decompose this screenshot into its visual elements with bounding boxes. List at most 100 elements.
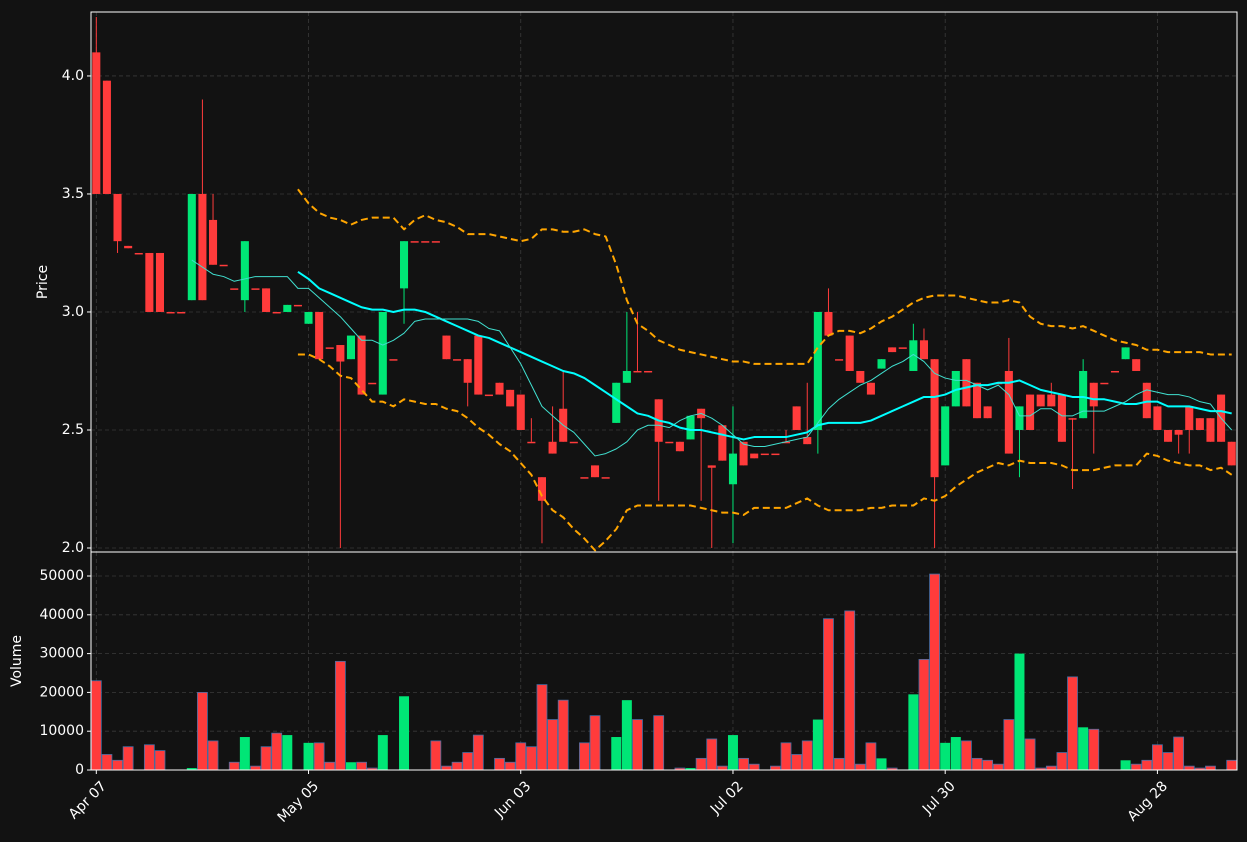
candle-body: [590, 465, 600, 478]
candle-body: [187, 193, 196, 301]
volume-bar: [738, 757, 749, 771]
candle-body: [1036, 394, 1045, 407]
volume-bar: [876, 758, 887, 770]
candle-body: [431, 241, 440, 243]
volume-bar: [101, 754, 113, 771]
candle-body: [92, 52, 101, 194]
candle-body: [866, 382, 875, 395]
candle-body: [962, 359, 971, 407]
candle-body: [718, 425, 727, 461]
candle-body: [919, 340, 929, 360]
candle-body: [315, 311, 324, 360]
volume-bar: [515, 742, 527, 771]
volume-bar: [653, 715, 665, 771]
candle-body: [219, 264, 228, 267]
candle-body: [1163, 429, 1173, 442]
volume-bar: [154, 750, 166, 771]
volume-bar: [992, 763, 1004, 771]
candle-body: [368, 382, 377, 385]
candle-body: [813, 311, 822, 430]
y-tick-label: 30000: [39, 646, 84, 662]
volume-bar: [579, 742, 590, 771]
candle-body: [495, 382, 504, 395]
volume-bar: [260, 746, 272, 771]
candle-body: [612, 382, 621, 423]
candle-body: [644, 370, 653, 373]
volume-bar: [844, 610, 856, 771]
candle-body: [262, 288, 271, 312]
volume-bar: [716, 765, 728, 771]
candle-body: [686, 415, 695, 440]
volume-bar: [1045, 765, 1057, 771]
volume-bar: [1226, 759, 1238, 771]
volume-bar: [1003, 719, 1015, 771]
volume-bar: [621, 700, 632, 770]
candle-body: [240, 241, 249, 301]
volume-bar: [1173, 736, 1185, 771]
y-tick-label: 20000: [39, 684, 84, 700]
volume-bar: [557, 699, 569, 771]
volume-bar: [399, 696, 410, 770]
candle-body: [453, 359, 462, 361]
candle-body: [622, 370, 631, 383]
candle-body: [909, 340, 918, 371]
candle-body: [102, 80, 111, 194]
candle-body: [389, 359, 398, 361]
candles: [92, 16, 1236, 552]
candle-body: [1195, 418, 1204, 430]
volume-bar: [472, 734, 484, 771]
candle-body: [803, 437, 812, 445]
candle-body: [972, 382, 982, 419]
volume-bar: [303, 742, 314, 770]
volume-bar: [929, 573, 940, 771]
volume-bar: [271, 732, 283, 771]
volume-bar: [982, 759, 994, 771]
candle-body: [569, 441, 578, 444]
y-tick-label: 50000: [39, 568, 84, 584]
candle-body: [442, 335, 451, 360]
candle-body: [251, 288, 260, 290]
volume-bar: [90, 680, 102, 771]
candle-body: [198, 193, 207, 301]
volume-bar: [1130, 763, 1142, 771]
candle-body: [941, 406, 950, 466]
candle-body: [1206, 418, 1215, 442]
volume-bar: [1205, 765, 1216, 771]
volume-bar: [1183, 765, 1195, 771]
candle-body: [665, 441, 674, 444]
y-axis-label: Price: [35, 265, 51, 299]
volume-bar: [207, 740, 219, 771]
volume-bar: [1056, 752, 1068, 771]
candle-body: [346, 335, 356, 360]
volume-bar: [791, 754, 803, 771]
volume-bar: [748, 763, 760, 771]
candle-body: [951, 370, 960, 407]
candle-body: [357, 335, 366, 395]
volume-bar: [632, 719, 643, 771]
candle-body: [1227, 441, 1236, 466]
candle-body: [208, 219, 218, 265]
candle-body: [771, 453, 780, 456]
candle-body: [1132, 359, 1141, 371]
candle-body: [633, 370, 642, 373]
volume-bar: [441, 765, 452, 771]
volume-bar: [186, 768, 197, 770]
volume-bar: [547, 719, 558, 771]
candle-body: [325, 347, 334, 349]
volume-bar: [462, 752, 474, 771]
y-tick-label: 3.5: [62, 186, 84, 202]
volume-bar: [918, 659, 930, 771]
volume-bar: [112, 759, 123, 771]
candle-body: [1015, 406, 1024, 430]
volume-bar: [706, 738, 718, 771]
candle-body: [707, 465, 716, 468]
candle-body: [739, 441, 748, 466]
volume-bar: [345, 762, 356, 770]
candle-body: [506, 389, 515, 407]
volume-bar: [1141, 759, 1153, 771]
candle-body: [421, 241, 430, 243]
candle-body: [1121, 347, 1130, 360]
candle-body: [1079, 370, 1088, 419]
candle-body: [272, 311, 281, 314]
